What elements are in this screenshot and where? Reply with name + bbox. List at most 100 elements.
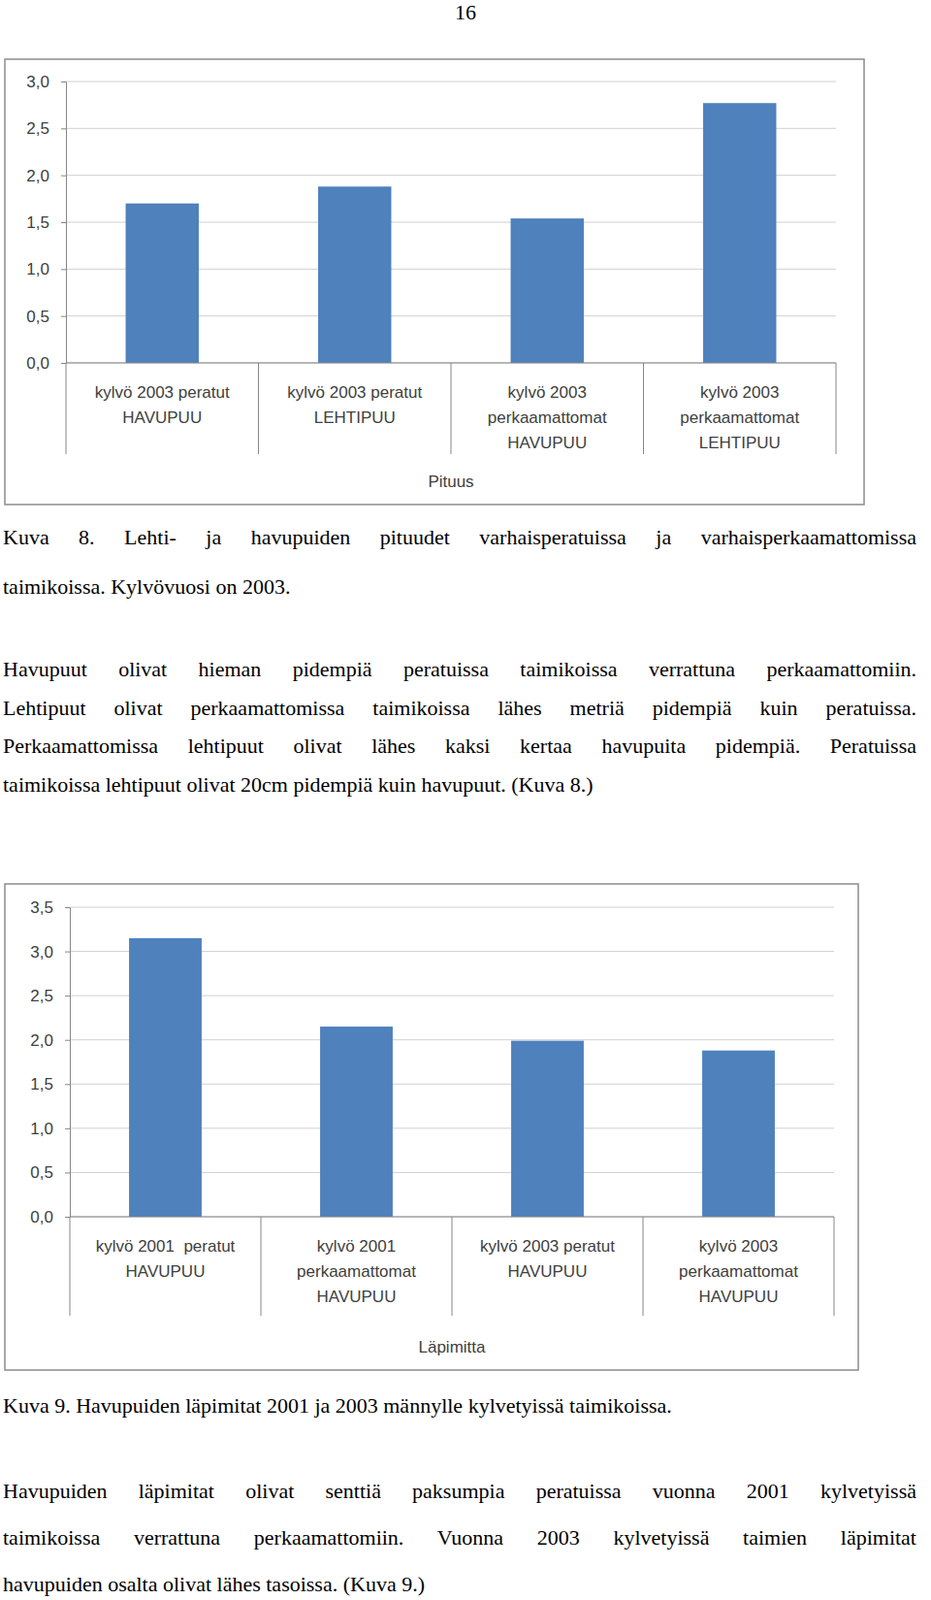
- tick-mark: [61, 175, 66, 177]
- tick-label: 2,0: [26, 166, 50, 186]
- category-label: kylvö 2003 peratutLEHTIPUU: [287, 383, 422, 427]
- chart-frame: [4, 883, 859, 1370]
- y-axis: 0,0 0,5 1,0 1,5 2,0 2,5 3,0 3,5: [30, 898, 70, 1226]
- category-label: kylvö 2001 peratutHAVUPUU: [96, 1236, 236, 1281]
- paragraph-line: Havupuiden läpimitat olivat senttiä paks…: [2, 1471, 917, 1510]
- axis-title: Pituus: [427, 472, 474, 491]
- tick: 3,5: [30, 898, 70, 917]
- category-separator: [835, 362, 837, 454]
- bar: [320, 1026, 393, 1217]
- category-label: kylvö 2003perkaamattomatHAVUPUU: [678, 1236, 799, 1306]
- caption: taimikoissa. Kylvövuosi on 2003.: [2, 567, 917, 607]
- tick-label: 1,0: [26, 259, 50, 279]
- grid: [69, 906, 835, 1217]
- category-label: kylvö 2003perkaamattomatHAVUPUU: [487, 383, 608, 452]
- tick: 3,0: [26, 72, 66, 92]
- tick-mark: [64, 906, 70, 908]
- tick-label: 3,0: [26, 72, 50, 92]
- y-axis: 0,0 0,5 1,0 1,5 2,0 2,5 3,0: [26, 72, 66, 373]
- tick-label: 3,0: [30, 942, 54, 962]
- paragraph-line: Havupuut olivat hieman pidempiä peratuis…: [2, 649, 917, 689]
- tick: 1,5: [26, 213, 66, 232]
- tick-mark: [61, 128, 66, 129]
- bars: [128, 937, 775, 1217]
- tick: 0,5: [26, 307, 66, 326]
- tick-mark: [64, 995, 70, 996]
- page-charts: 0,0 0,5 1,0 1,5 2,0 2,5 3,0 kylvö 2003 peratutH…: [0, 0, 931, 1600]
- tick: 1,0: [30, 1119, 70, 1138]
- tick: 1,0: [26, 259, 66, 279]
- bar: [703, 102, 776, 363]
- category-separator: [257, 362, 259, 454]
- category-separators: [69, 1216, 835, 1316]
- category-separator: [260, 1216, 262, 1316]
- tick-mark: [64, 951, 70, 953]
- tick: 2,5: [26, 119, 66, 138]
- tick-label: 0,0: [26, 353, 50, 373]
- tick-mark: [64, 1127, 70, 1129]
- category-separator: [65, 362, 67, 454]
- category-label: kylvö 2001perkaamattomatHAVUPUU: [296, 1236, 417, 1306]
- tick: 0,0: [26, 353, 66, 373]
- category-separator: [834, 1216, 835, 1316]
- tick-mark: [61, 316, 66, 318]
- bars: [126, 102, 777, 363]
- tick-label: 2,5: [30, 986, 54, 1005]
- axis-line: [64, 907, 71, 1218]
- axis-title: Läpimitta: [418, 1337, 487, 1356]
- category-separator: [69, 1216, 71, 1316]
- tick: 1,5: [30, 1074, 70, 1093]
- chart-frame: [4, 59, 865, 505]
- tick-mark: [64, 1171, 70, 1173]
- tick-mark: [64, 1083, 70, 1085]
- bar: [702, 1050, 775, 1217]
- tick-label: 0,0: [30, 1207, 54, 1226]
- page-number: 16: [0, 0, 931, 33]
- tick-label: 1,5: [30, 1074, 54, 1093]
- tick-label: 1,5: [26, 213, 50, 232]
- category-label: kylvö 2003perkaamattomatLEHTIPUU: [679, 383, 800, 452]
- caption: Kuva 9. Havupuiden läpimitat 2001 ja 200…: [2, 1385, 917, 1425]
- paragraph-line: havupuiden osalta olivat lähes tasoissa.…: [2, 1564, 917, 1600]
- bar: [126, 203, 199, 363]
- category-label: kylvö 2003 peratutHAVUPUU: [95, 383, 230, 427]
- tick: 0,5: [30, 1162, 70, 1182]
- caption: Kuva 8. Lehti- ja havupuiden pituudet va…: [2, 517, 917, 557]
- bar: [318, 186, 391, 363]
- tick: 0,0: [30, 1207, 70, 1226]
- paragraph-line: Lehtipuut olivat perkaamattomissa taimik…: [2, 688, 917, 728]
- paragraph-line: taimikoissa lehtipuut olivat 20cm pidemp…: [2, 765, 917, 804]
- tick: 2,0: [26, 166, 66, 186]
- bar: [511, 218, 584, 363]
- chart: 0,0 0,5 1,0 1,5 2,0 2,5 3,0 kylvö 2003 peratutH…: [4, 59, 865, 505]
- category-separators: [65, 362, 836, 454]
- tick-label: 2,5: [26, 119, 50, 138]
- tick-mark: [61, 222, 66, 224]
- bar: [511, 1040, 584, 1217]
- grid-line: [69, 906, 835, 908]
- category-separator: [450, 362, 452, 454]
- bar: [128, 937, 202, 1217]
- category-separator: [642, 1216, 644, 1316]
- category-separator: [642, 362, 644, 454]
- tick: 2,5: [30, 986, 70, 1005]
- grid: [65, 81, 836, 363]
- chart: 0,0 0,5 1,0 1,5 2,0 2,5 3,0 3,5 kylvö 2001 perat…: [4, 883, 859, 1370]
- tick-mark: [61, 268, 66, 270]
- tick-label: 3,5: [30, 898, 54, 917]
- tick-mark: [61, 81, 66, 83]
- tick-mark: [64, 1216, 70, 1218]
- tick-label: 0,5: [26, 307, 50, 326]
- paragraph-line: taimikoissa verrattuna perkaamattomiin. …: [2, 1517, 917, 1557]
- grid-line: [65, 81, 836, 83]
- tick: 2,0: [30, 1030, 70, 1050]
- tick-label: 1,0: [30, 1119, 54, 1138]
- paragraph-line: Perkaamattomissa lehtipuut olivat lähes …: [2, 726, 917, 766]
- category-label: kylvö 2003 peratutHAVUPUU: [480, 1236, 615, 1281]
- category-separator: [451, 1216, 453, 1316]
- tick-label: 2,0: [30, 1030, 54, 1050]
- tick-label: 0,5: [30, 1162, 54, 1182]
- tick-mark: [64, 1039, 70, 1041]
- axis-line: [61, 82, 67, 364]
- tick-mark: [61, 362, 66, 364]
